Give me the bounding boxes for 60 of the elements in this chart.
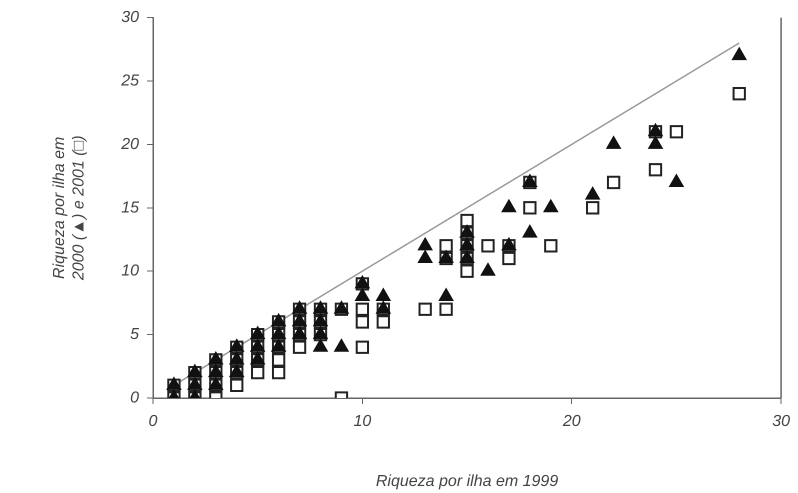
point (648, 163, 662, 176)
y-axis-title: Riqueza por ilha em 2000 (▲) e 2001 (□) (51, 135, 88, 282)
point (544, 200, 558, 212)
point (502, 200, 516, 212)
point (502, 252, 516, 266)
point (480, 263, 496, 276)
point (376, 315, 390, 329)
y-tick-label: 30 (121, 9, 140, 26)
point (355, 276, 370, 288)
point (355, 288, 370, 302)
point (230, 352, 244, 364)
point (292, 314, 307, 326)
point (356, 302, 370, 316)
point (670, 125, 684, 138)
point (460, 264, 474, 278)
x-tick-label: 0 (148, 413, 158, 430)
point (356, 315, 370, 329)
y-tick-label: 25 (120, 72, 140, 90)
point (460, 214, 474, 228)
point (669, 174, 684, 187)
point (292, 340, 306, 354)
point (522, 174, 537, 187)
y-tick-label: 0 (130, 389, 140, 406)
point (439, 302, 453, 316)
point (606, 136, 621, 149)
point (230, 378, 244, 392)
point (586, 187, 600, 200)
x-tick-label: 10 (353, 413, 372, 430)
point (208, 352, 223, 364)
point (732, 87, 746, 100)
point (313, 339, 328, 352)
point (376, 288, 390, 302)
x-axis-title: Riqueza por ilha em 1999 (376, 472, 558, 490)
y-tick-label: 5 (130, 326, 140, 344)
y-tick-label: 20 (120, 136, 140, 153)
point (313, 314, 328, 326)
point (523, 201, 537, 214)
point (356, 340, 370, 354)
point (418, 302, 432, 316)
point (439, 239, 453, 252)
point (418, 238, 432, 250)
y-tick-label: 10 (121, 262, 140, 280)
x-tick-label: 30 (772, 413, 790, 430)
point (648, 136, 663, 149)
x-tick-label: 20 (562, 413, 581, 430)
y-tick-label: 15 (121, 199, 140, 216)
point (418, 250, 432, 264)
point (544, 239, 558, 252)
point (272, 314, 286, 326)
point (586, 201, 600, 214)
point (439, 288, 454, 302)
point (334, 339, 348, 352)
point (606, 176, 620, 190)
point (522, 225, 537, 238)
point (250, 352, 265, 364)
point (251, 366, 264, 380)
point (732, 48, 746, 60)
point (481, 239, 495, 252)
point (272, 366, 286, 380)
point (272, 353, 286, 367)
